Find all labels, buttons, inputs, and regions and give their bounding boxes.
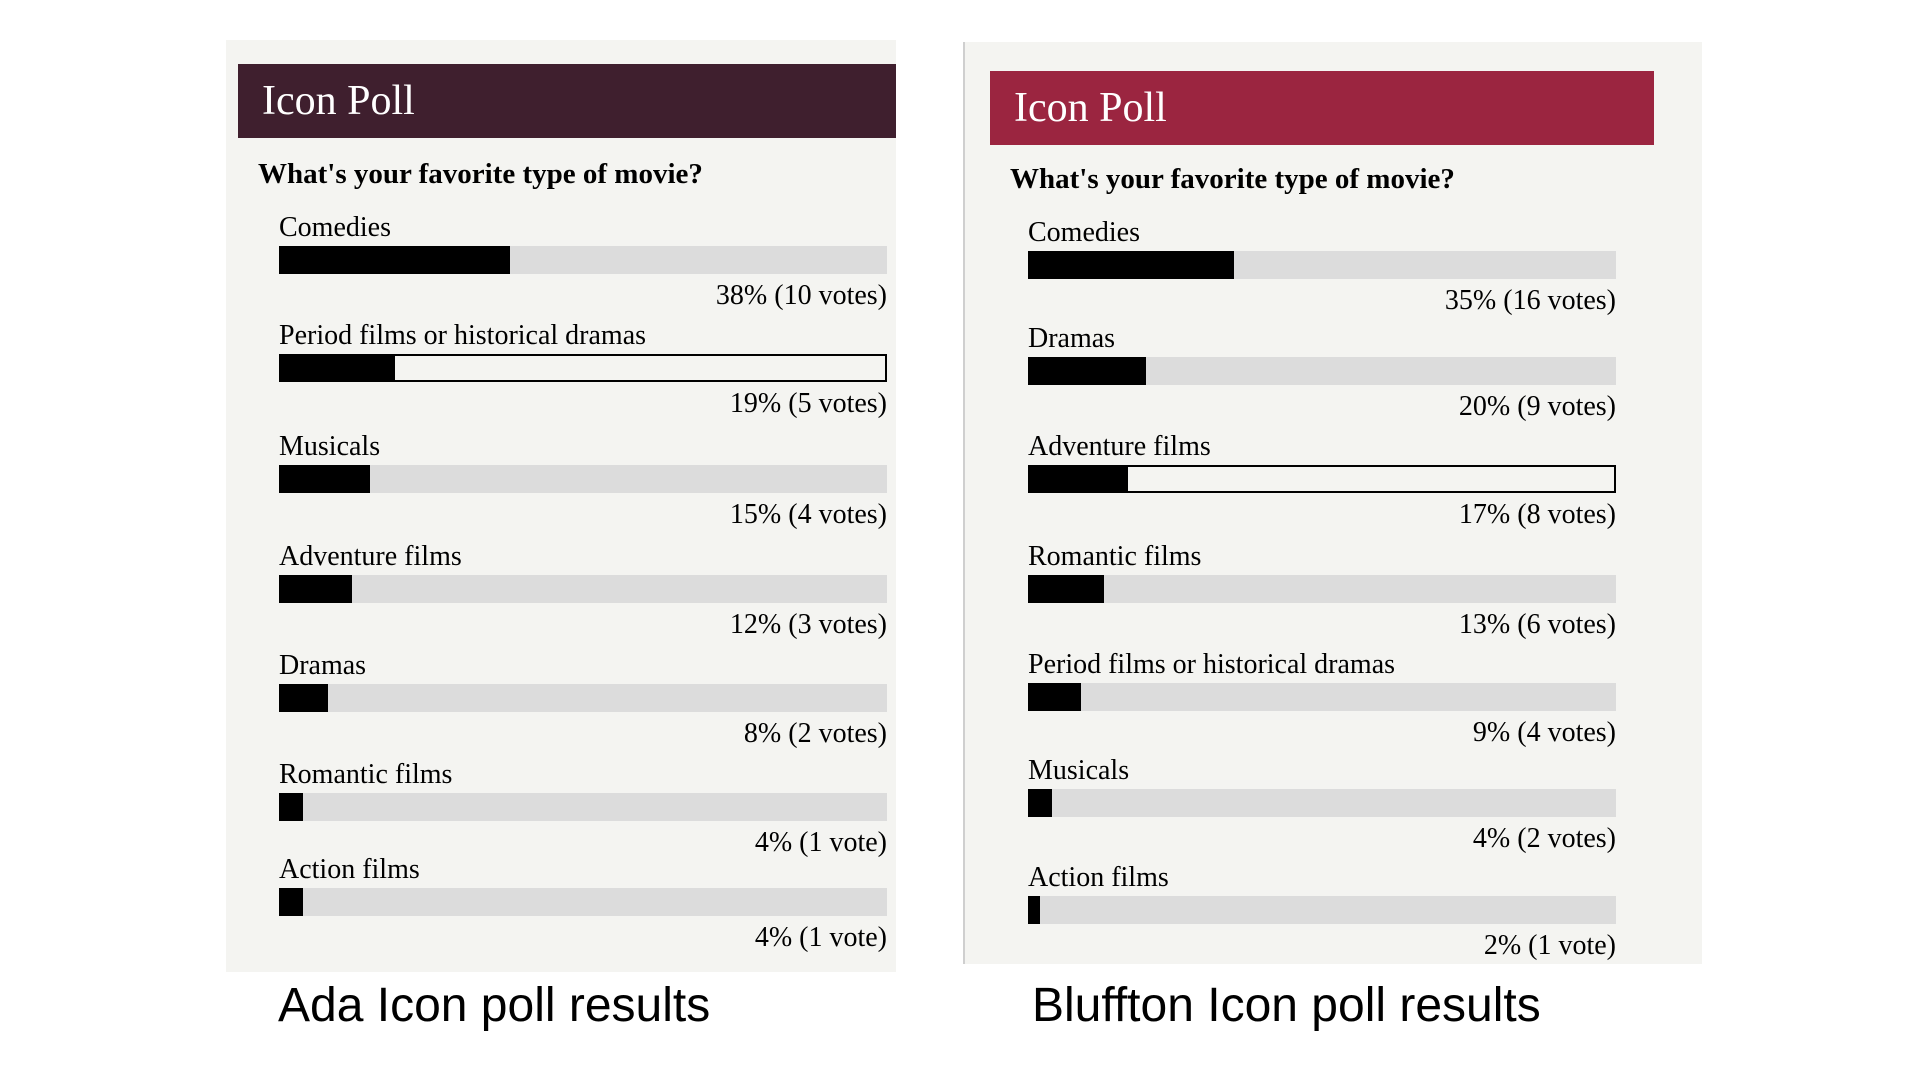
result-label: 17% (8 votes)	[1458, 499, 1616, 530]
ada-poll-option: Comedies 38% (10 votes)	[279, 212, 887, 320]
ada-caption: Ada Icon poll results	[278, 979, 711, 1032]
bar-track	[279, 246, 887, 274]
bluffton-poll-option: Adventure films 17% (8 votes)	[1028, 431, 1616, 539]
result-label: 38% (10 votes)	[715, 280, 887, 311]
bar-fill	[279, 684, 328, 712]
option-label: Action films	[1028, 862, 1169, 893]
bar-fill	[1028, 575, 1104, 603]
result-label: 19% (5 votes)	[729, 388, 887, 419]
result-label: 4% (2 votes)	[1472, 823, 1616, 854]
bar-track	[1028, 789, 1616, 817]
result-label: 9% (4 votes)	[1472, 717, 1616, 748]
bar-track	[279, 354, 887, 382]
ada-poll-question: What's your favorite type of movie?	[258, 158, 703, 190]
result-label: 4% (1 vote)	[754, 922, 887, 953]
bluffton-poll-panel: Icon Poll What's your favorite type of m…	[963, 42, 1702, 964]
bar-track	[279, 888, 887, 916]
bar-fill	[1028, 357, 1146, 385]
option-label: Musicals	[1028, 755, 1130, 786]
bar-fill	[279, 246, 510, 274]
ada-poll-option: Period films or historical dramas 19% (5 …	[279, 320, 887, 428]
bluffton-poll-option: Action films 2% (1 vote)	[1028, 862, 1616, 970]
bluffton-caption: Bluffton Icon poll results	[1032, 979, 1541, 1032]
ada-poll-option: Romantic films 4% (1 vote)	[279, 759, 887, 867]
result-label: 4% (1 vote)	[754, 827, 887, 858]
bluffton-poll-header: Icon Poll	[990, 71, 1654, 145]
result-label: 8% (2 votes)	[743, 718, 887, 749]
bar-fill	[279, 575, 352, 603]
option-label: Musicals	[279, 431, 381, 462]
bar-track	[1028, 465, 1616, 493]
bluffton-poll-question: What's your favorite type of movie?	[1010, 163, 1455, 195]
ada-poll-option: Adventure films 12% (3 votes)	[279, 541, 887, 649]
ada-poll-header: Icon Poll	[238, 64, 896, 138]
bar-fill	[1028, 789, 1052, 817]
option-label: Adventure films	[279, 541, 462, 572]
bar-track	[279, 684, 887, 712]
bluffton-poll-option: Musicals 4% (2 votes)	[1028, 755, 1616, 863]
option-label: Comedies	[1028, 217, 1140, 248]
option-label: Period films or historical dramas	[1028, 649, 1396, 680]
option-label: Adventure films	[1028, 431, 1211, 462]
result-label: 35% (16 votes)	[1444, 285, 1616, 316]
option-label: Romantic films	[279, 759, 453, 790]
result-label: 12% (3 votes)	[729, 609, 887, 640]
option-label: Action films	[279, 854, 420, 885]
bar-track	[1028, 575, 1616, 603]
bar-fill	[1028, 251, 1234, 279]
option-label: Dramas	[279, 650, 367, 681]
bar-track	[279, 575, 887, 603]
bar-track	[279, 793, 887, 821]
ada-poll-option: Musicals 15% (4 votes)	[279, 431, 887, 539]
bar-track	[1028, 251, 1616, 279]
ada-poll-option: Action films 4% (1 vote)	[279, 854, 887, 962]
bar-fill	[279, 354, 395, 382]
bar-track	[1028, 896, 1616, 924]
bar-fill	[1028, 465, 1128, 493]
bluffton-poll-option: Period films or historical dramas 9% (4 v…	[1028, 649, 1616, 757]
result-label: 13% (6 votes)	[1458, 609, 1616, 640]
ada-poll-panel: Icon Poll What's your favorite type of m…	[226, 40, 896, 972]
bar-fill	[1028, 896, 1040, 924]
option-label: Period films or historical dramas	[279, 320, 647, 351]
bar-fill	[279, 793, 303, 821]
bar-fill	[279, 465, 370, 493]
bluffton-poll-option: Romantic films 13% (6 votes)	[1028, 541, 1616, 649]
result-label: 2% (1 vote)	[1483, 930, 1616, 961]
bar-track	[279, 465, 887, 493]
result-label: 20% (9 votes)	[1458, 391, 1616, 422]
option-label: Romantic films	[1028, 541, 1202, 572]
bar-fill	[279, 888, 303, 916]
option-label: Comedies	[279, 212, 391, 243]
bar-track	[1028, 683, 1616, 711]
bar-track	[1028, 357, 1616, 385]
bar-fill	[1028, 683, 1081, 711]
result-label: 15% (4 votes)	[729, 499, 887, 530]
option-label: Dramas	[1028, 323, 1116, 354]
bluffton-poll-option: Dramas 20% (9 votes)	[1028, 323, 1616, 431]
ada-poll-option: Dramas 8% (2 votes)	[279, 650, 887, 758]
bluffton-poll-option: Comedies 35% (16 votes)	[1028, 217, 1616, 325]
